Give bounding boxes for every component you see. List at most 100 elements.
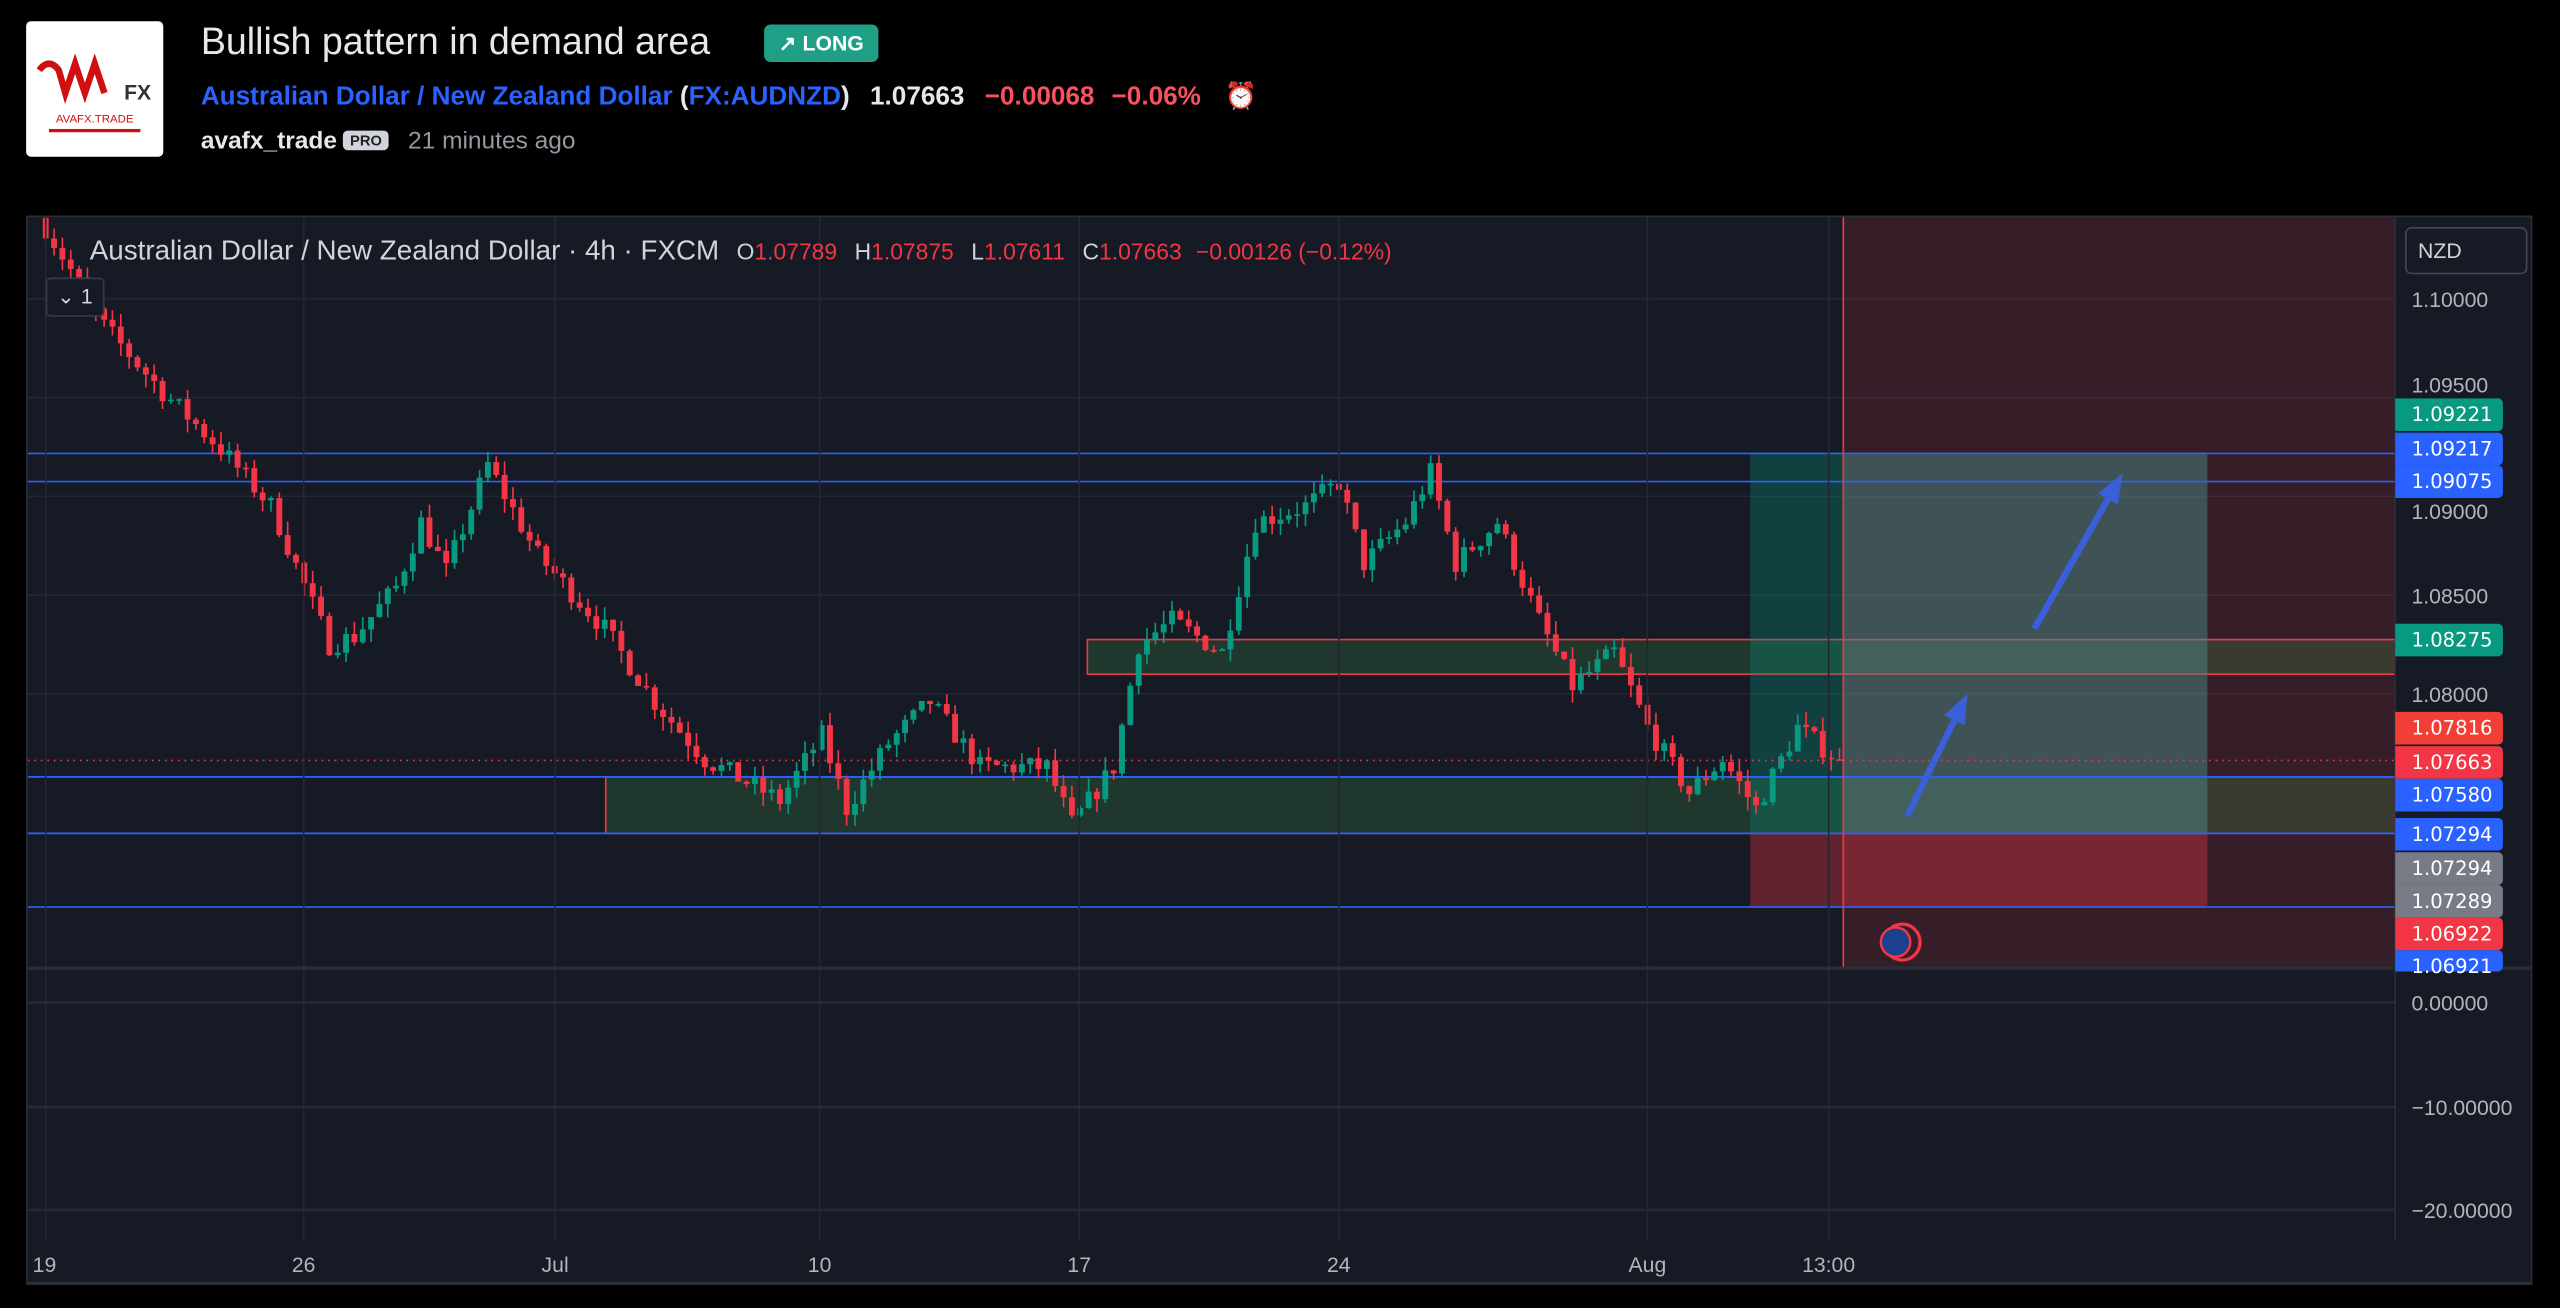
candle-body bbox=[1377, 538, 1384, 549]
supply-zone bbox=[1086, 638, 2396, 675]
candle-body bbox=[509, 499, 516, 508]
candle-body bbox=[376, 603, 383, 618]
symbol-name-link[interactable]: Australian Dollar / New Zealand Dollar bbox=[200, 83, 673, 112]
price-tag: 1.09075 bbox=[2395, 465, 2503, 498]
candle-body bbox=[1602, 649, 1609, 660]
candle-body bbox=[1202, 635, 1209, 651]
price-tag: 1.06921 bbox=[2395, 950, 2503, 978]
price-scale-label: 1.08000 bbox=[2411, 684, 2488, 707]
candle-body bbox=[434, 546, 441, 551]
candle-body bbox=[284, 535, 291, 555]
currency-selector[interactable]: NZD bbox=[2404, 226, 2528, 275]
candle-body bbox=[1344, 489, 1351, 503]
candle-body bbox=[1552, 634, 1559, 652]
candle-body bbox=[635, 675, 642, 686]
candle-body bbox=[1252, 532, 1259, 557]
candle-body bbox=[1085, 791, 1092, 809]
candle-body bbox=[1110, 770, 1117, 774]
legend-low: 1.07611 bbox=[984, 238, 1065, 265]
candle-body bbox=[1594, 659, 1601, 672]
symbol-code-link[interactable]: FX:AUDNZD bbox=[688, 83, 841, 112]
candle-body bbox=[726, 762, 733, 766]
price-pane bbox=[27, 217, 2396, 969]
candle-body bbox=[868, 770, 875, 780]
candle-body bbox=[326, 615, 333, 656]
arrow-shaft bbox=[2031, 497, 2111, 631]
candle-body bbox=[877, 748, 883, 771]
price-tag: 1.09217 bbox=[2395, 432, 2503, 466]
symbol-line: Australian Dollar / New Zealand Dollar (… bbox=[201, 80, 1257, 113]
candle-body bbox=[1761, 802, 1768, 806]
candle-body bbox=[459, 534, 466, 541]
candle-body bbox=[793, 770, 800, 788]
candle-body bbox=[1527, 587, 1534, 596]
candle-body bbox=[1360, 529, 1367, 571]
collapse-indicators-button[interactable]: ⌄ 1 bbox=[45, 277, 105, 317]
time-axis-label: 17 bbox=[1067, 1254, 1091, 1277]
australia-flag-icon bbox=[1879, 926, 1912, 958]
candle-body bbox=[1711, 771, 1718, 781]
candle-body bbox=[343, 633, 350, 653]
candle-body bbox=[1319, 484, 1326, 494]
candle-body bbox=[1819, 731, 1826, 758]
alarm-clock-icon[interactable]: ⏰ bbox=[1224, 83, 1258, 112]
author-name[interactable]: avafx_trade bbox=[200, 127, 337, 156]
candle-body bbox=[743, 781, 750, 785]
price-tag: 1.08275 bbox=[2395, 623, 2503, 657]
candle-body bbox=[393, 585, 400, 589]
candle-body bbox=[1002, 764, 1009, 767]
chart-legend: Australian Dollar / New Zealand Dollar ·… bbox=[90, 235, 1392, 268]
candle-body bbox=[977, 757, 984, 765]
legend-high-label: H bbox=[854, 238, 872, 265]
candle-body bbox=[843, 778, 850, 815]
arrow-head-icon bbox=[2098, 473, 2123, 505]
legend-close: 1.07663 bbox=[1099, 238, 1182, 265]
candle-body bbox=[852, 804, 858, 815]
logo-graphic: FX AVAFX.TRADE bbox=[36, 53, 151, 133]
candle-body bbox=[1769, 768, 1776, 803]
author-logo[interactable]: FX AVAFX.TRADE bbox=[26, 21, 164, 157]
candle-body bbox=[827, 725, 833, 764]
candle-body bbox=[968, 738, 975, 765]
candle-body bbox=[1586, 671, 1593, 675]
candle-body bbox=[1411, 501, 1417, 525]
published-time: 21 minutes ago bbox=[408, 127, 576, 156]
candle-body bbox=[126, 343, 133, 358]
candle-body bbox=[985, 757, 992, 761]
arrow-head-icon bbox=[1944, 693, 1968, 726]
candle-body bbox=[1744, 781, 1751, 797]
arrow-shaft bbox=[1904, 718, 1958, 818]
position-stop-area bbox=[1750, 833, 2208, 907]
candle-body bbox=[1394, 529, 1401, 538]
price-tag: 1.06922 bbox=[2395, 917, 2503, 951]
candle-body bbox=[1052, 760, 1059, 787]
candle-body bbox=[1169, 610, 1175, 625]
candle-body bbox=[1185, 619, 1192, 627]
candle-body bbox=[768, 789, 775, 793]
position-progress-area bbox=[1843, 452, 2208, 834]
candle-body bbox=[318, 596, 324, 616]
candle-body bbox=[960, 738, 967, 743]
candle-body bbox=[1486, 533, 1493, 547]
candle-body bbox=[184, 399, 191, 420]
candle-body bbox=[1035, 758, 1042, 770]
price-change-pct: −0.06% bbox=[1111, 83, 1201, 112]
candle-body bbox=[1811, 727, 1818, 732]
candle-body bbox=[159, 381, 166, 402]
candle-body bbox=[601, 619, 608, 629]
candle-body bbox=[276, 498, 283, 536]
candle-body bbox=[1027, 758, 1034, 765]
candle-body bbox=[1686, 786, 1693, 795]
candle-body bbox=[234, 450, 241, 468]
candle-body bbox=[151, 374, 158, 382]
candle-body bbox=[1778, 756, 1785, 769]
candle-body bbox=[493, 462, 500, 475]
candle-body bbox=[142, 367, 149, 375]
time-axis-label: 26 bbox=[292, 1254, 316, 1277]
candle-body bbox=[1569, 658, 1576, 691]
candle-body bbox=[835, 763, 842, 779]
price-tag: 1.07289 bbox=[2395, 884, 2503, 918]
candle-body bbox=[1160, 624, 1167, 633]
candle-body bbox=[1285, 515, 1292, 520]
